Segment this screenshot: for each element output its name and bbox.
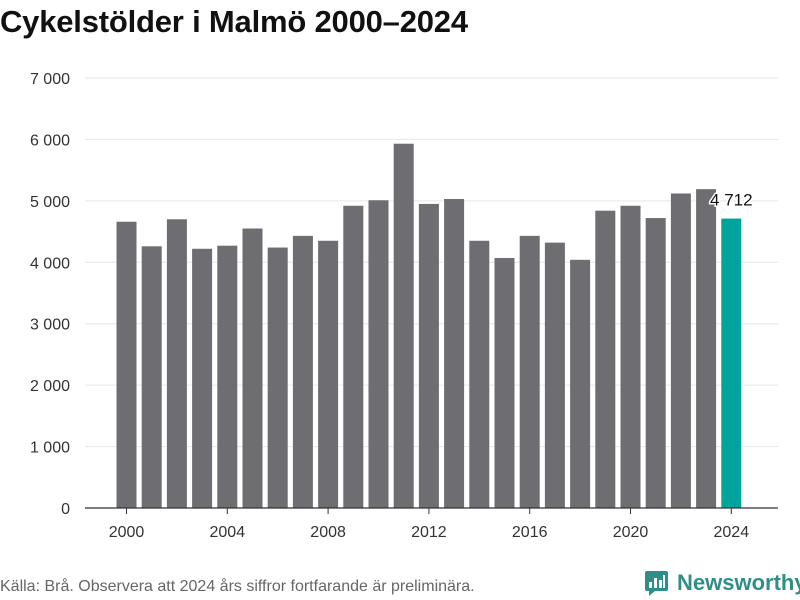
- bar: [570, 259, 591, 508]
- bar: [217, 245, 238, 508]
- bar: [267, 247, 288, 509]
- x-tick-label: 2004: [210, 524, 246, 541]
- y-tick-label: 1 000: [30, 440, 70, 457]
- y-tick-label: 3 000: [30, 317, 70, 334]
- bar-value-label: 4 712: [710, 191, 753, 210]
- bar: [292, 235, 313, 508]
- bar: [620, 205, 641, 508]
- bar: [166, 219, 187, 509]
- bar: [318, 240, 339, 509]
- x-tick-label: 2020: [613, 524, 649, 541]
- y-tick-label: 4 000: [30, 255, 70, 272]
- y-tick-label: 6 000: [30, 132, 70, 149]
- brand-logo[interactable]: Newsworthy: [644, 567, 800, 599]
- x-tick-label: 2016: [512, 524, 548, 541]
- x-tick-label: 2012: [411, 524, 447, 541]
- bar: [595, 210, 616, 508]
- y-tick-label: 5 000: [30, 194, 70, 211]
- y-tick-label: 0: [61, 501, 70, 518]
- bar: [519, 235, 540, 508]
- bar: [670, 193, 691, 508]
- bars: [116, 143, 742, 509]
- bar-chart: 0 1 000 2 000 3 000 4 000 5 000 6 000 7 000 2000…: [30, 71, 778, 541]
- brand-name: Newsworthy: [677, 570, 800, 595]
- y-tick-label: 7 000: [30, 71, 70, 88]
- bar: [544, 242, 565, 508]
- bar: [116, 221, 137, 508]
- bar: [418, 203, 439, 508]
- bar: [242, 228, 263, 508]
- x-tick-label: 2008: [310, 524, 346, 541]
- x-tick-label: 2000: [109, 524, 145, 541]
- bar: [343, 205, 364, 508]
- bar: [444, 199, 465, 508]
- newsworthy-logo-icon: [645, 570, 668, 596]
- source-note: Källa: Brå. Observera att 2024 års siffr…: [0, 578, 475, 595]
- bar: [192, 248, 213, 508]
- bar: [469, 240, 490, 509]
- labels: 0 1 000 2 000 3 000 4 000 5 000 6 000 7 000 2000…: [30, 71, 754, 541]
- bar: [141, 246, 162, 509]
- x-tick-label: 2024: [714, 524, 750, 541]
- axes: [85, 507, 778, 514]
- chart-title: Cykelstölder i Malmö 2000–2024: [0, 4, 468, 39]
- bar: [645, 218, 666, 509]
- bar: [696, 189, 717, 508]
- bar: [721, 218, 742, 508]
- bar: [494, 257, 515, 508]
- bar: [393, 143, 414, 508]
- y-tick-label: 2 000: [30, 378, 70, 395]
- bar: [368, 200, 389, 508]
